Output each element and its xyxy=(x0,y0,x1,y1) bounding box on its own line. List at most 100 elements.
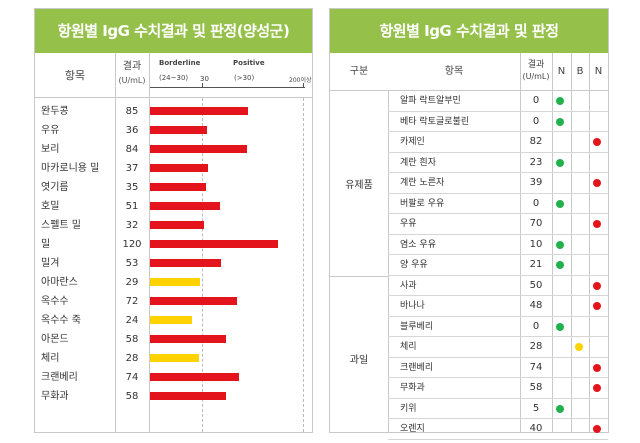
right-table-row: 블루베리 0 xyxy=(388,317,608,337)
result-bar xyxy=(150,316,192,324)
left-results-table: 항목 결과 (U/mL) Borderline (24~30) 30 Posit… xyxy=(35,53,312,432)
antigen-name: 마카로니용 밀 xyxy=(41,163,100,174)
antigen-value: 58 xyxy=(125,391,139,402)
antigen-value: 37 xyxy=(125,163,139,174)
antigen-value: 50 xyxy=(529,279,543,291)
left-col-item-header: 항목 xyxy=(64,69,86,82)
right-panel-title: 항원별 IgG 수치결과 및 판정 xyxy=(330,9,608,53)
scale-tick-max xyxy=(303,83,304,88)
antigen-value: 72 xyxy=(125,296,139,307)
left-table-row: 아몬드 58 xyxy=(35,330,312,349)
antigen-value: 0 xyxy=(532,320,540,332)
left-table-row: 밀겨 53 xyxy=(35,254,312,273)
right-table-row: 버팔로 우유 0 xyxy=(388,194,608,214)
result-bar xyxy=(150,373,240,381)
result-bar xyxy=(150,183,207,191)
right-table-row: 계란 노른자 39 xyxy=(388,173,608,194)
antigen-name: 아몬드 xyxy=(41,334,69,345)
right-table-row: 염소 우유 10 xyxy=(388,235,608,255)
result-bar xyxy=(150,335,226,343)
status-dot-N xyxy=(556,158,564,167)
right-col-value-label: 결과 xyxy=(527,60,545,70)
right-table-row: 카제인 82 xyxy=(388,132,608,153)
right-col-value-header: 결과 (U/mL) xyxy=(520,59,552,83)
left-table-row: 마카로니용 밀 37 xyxy=(35,159,312,178)
status-dot-N xyxy=(556,240,564,249)
status-dot-P xyxy=(593,302,601,310)
scale-borderline-label: Borderline xyxy=(159,59,201,67)
left-table-row: 아마란스 29 xyxy=(35,273,312,292)
right-table-row: 오렌지 40 xyxy=(388,419,608,440)
scale-positive-label: Positive xyxy=(233,59,265,67)
group-divider xyxy=(330,275,388,277)
right-col-divider-b xyxy=(589,53,590,432)
antigen-value: 29 xyxy=(125,277,139,288)
right-col-group-header: 구분 xyxy=(349,66,369,77)
antigen-name: 엿기름 xyxy=(41,182,69,193)
status-dot-P xyxy=(593,179,601,187)
antigen-value: 58 xyxy=(529,382,543,393)
antigen-name: 사과 xyxy=(400,280,417,291)
right-col-n1-header: N xyxy=(557,66,566,77)
antigen-value: 51 xyxy=(125,201,139,212)
left-col-unit-label: (U/mL) xyxy=(118,76,146,85)
antigen-value: 10 xyxy=(529,238,543,250)
antigen-name: 키위 xyxy=(400,403,417,414)
antigen-value: 74 xyxy=(529,361,543,373)
antigen-name: 완두콩 xyxy=(41,106,69,117)
antigen-name: 무화과 xyxy=(41,391,69,402)
antigen-name: 무화과 xyxy=(400,383,425,393)
left-table-row: 완두콩 85 xyxy=(35,102,312,121)
left-table-row: 호밀 51 xyxy=(35,197,312,216)
antigen-value: 21 xyxy=(529,259,543,270)
antigen-name: 베타 락토글로불린 xyxy=(400,116,470,127)
result-bar xyxy=(150,126,208,134)
antigen-value: 70 xyxy=(529,218,543,229)
left-panel-title: 항원별 IgG 수치결과 및 판정(양성군) xyxy=(35,9,312,53)
antigen-value: 28 xyxy=(529,341,543,352)
right-col-divider-n1 xyxy=(571,53,572,432)
result-bar xyxy=(150,202,220,210)
result-bar xyxy=(150,297,238,305)
right-table-row: 베타 락토글로불린 0 xyxy=(388,112,608,132)
antigen-value: 0 xyxy=(532,197,540,209)
antigen-name: 계란 흰자 xyxy=(400,157,436,168)
antigen-name: 알파 락트알부민 xyxy=(400,96,461,106)
antigen-name: 옥수수 죽 xyxy=(41,315,81,326)
left-col-value-label: 결과 xyxy=(122,61,142,72)
status-dot-P xyxy=(593,138,601,146)
left-table-row: 보리 84 xyxy=(35,140,312,159)
result-bar xyxy=(150,107,249,115)
antigen-name: 바나나 xyxy=(400,301,425,311)
right-col-divider-item xyxy=(520,53,521,432)
antigen-value: 53 xyxy=(125,258,139,269)
antigen-name: 우유 xyxy=(41,125,60,136)
antigen-value: 32 xyxy=(125,220,139,231)
antigen-value: 0 xyxy=(532,115,540,127)
antigen-value: 24 xyxy=(125,315,139,326)
right-table-row: 우유 70 xyxy=(388,214,608,235)
right-table-row: 체리 28 xyxy=(388,337,608,358)
antigen-name: 크랜베리 xyxy=(41,372,78,383)
right-table-row: 계란 흰자 23 xyxy=(388,153,608,173)
antigen-name: 체리 xyxy=(400,342,417,352)
antigen-name: 스펠트 밀 xyxy=(41,220,81,231)
antigen-value: 58 xyxy=(125,334,139,345)
right-col-unit-label: (U/mL) xyxy=(522,72,550,81)
antigen-value: 39 xyxy=(529,177,543,188)
status-dot-P xyxy=(593,425,601,433)
status-dot-P xyxy=(593,220,601,228)
antigen-name: 버팔로 우유 xyxy=(400,198,445,209)
right-col-divider-group xyxy=(388,91,389,432)
antigen-name: 옥수수 xyxy=(41,296,69,307)
status-dot-N xyxy=(556,322,564,331)
antigen-name: 양 우유 xyxy=(400,260,428,270)
scale-axis-line xyxy=(150,87,305,88)
result-bar xyxy=(150,145,248,153)
result-bar xyxy=(150,354,199,362)
right-col-divider-value xyxy=(552,53,553,432)
antigen-value: 0 xyxy=(532,95,540,106)
left-results-panel: 항원별 IgG 수치결과 및 판정(양성군) 항목 결과 (U/mL) Bord… xyxy=(34,8,313,433)
antigen-value: 84 xyxy=(125,144,139,155)
scale-positive-range: (>30) xyxy=(234,74,255,82)
